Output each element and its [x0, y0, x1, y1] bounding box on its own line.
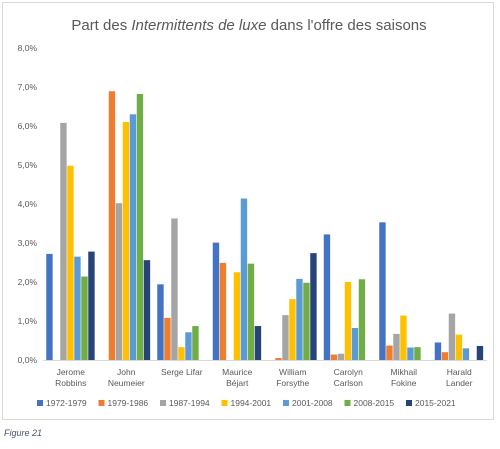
y-tick-label: 3,0% [18, 238, 38, 248]
bar [303, 282, 310, 360]
bar [157, 284, 164, 360]
bar [379, 222, 386, 360]
bar [400, 315, 407, 360]
legend-swatch [98, 400, 105, 406]
bar [81, 276, 88, 360]
chart-title-part-1: Part des [71, 17, 131, 34]
bar [323, 234, 331, 360]
bar [129, 114, 137, 360]
bar [212, 242, 220, 360]
chart-title-part-3: dans l'offre des saisons [266, 17, 426, 34]
bar [407, 347, 414, 360]
bars [46, 91, 484, 361]
legend-label: 2001-2008 [292, 398, 333, 408]
y-tick-label: 5,0% [18, 160, 38, 170]
x-category-label: John Neumeier [108, 367, 145, 388]
bar [171, 218, 178, 360]
bar [233, 272, 241, 360]
y-tick-label: 7,0% [18, 82, 38, 92]
x-category-label: Carolyn Carlson [334, 367, 364, 388]
x-category-label: William Forsythe [276, 367, 309, 388]
bar [164, 317, 171, 360]
y-tick-label: 1,0% [18, 316, 38, 326]
y-axis: 0,0% 1,0% 2,0% 3,0% 4,0% 5,0% 6,0% 7,0% 8,0% [18, 43, 38, 365]
bar [178, 347, 185, 360]
bar [115, 203, 123, 360]
chart-title: Part des Intermittents de luxe dans l'of… [71, 17, 426, 34]
bar [393, 333, 400, 360]
bar [74, 256, 81, 360]
x-category-label: Serge Lifar [161, 367, 203, 377]
bar [296, 278, 303, 360]
bar [337, 353, 345, 360]
bar [67, 165, 74, 360]
legend-label: 1994-2001 [231, 398, 272, 408]
bar [289, 299, 296, 360]
y-tick-label: 2,0% [18, 277, 38, 287]
bar [60, 122, 67, 360]
bar [344, 282, 352, 360]
x-category-label: Mikhail Fokine [391, 367, 418, 388]
chart-frame: Part des Intermittents de luxe dans l'of… [2, 2, 494, 420]
legend-label: 2008-2015 [354, 398, 395, 408]
bar [192, 326, 199, 360]
bar [310, 253, 317, 360]
bar [247, 263, 255, 360]
bar [88, 251, 95, 360]
bar [136, 94, 144, 361]
bar [476, 345, 484, 360]
legend-swatch [283, 400, 289, 406]
bar [282, 315, 289, 360]
bar [414, 347, 421, 360]
bar [351, 328, 359, 360]
bar [330, 354, 338, 360]
x-category-label: Maurice Béjart [222, 367, 253, 388]
bar [254, 326, 262, 360]
bar [122, 122, 130, 360]
legend-label: 1979-1986 [108, 398, 149, 408]
bar [143, 260, 151, 360]
figure-caption: Figure 21 [4, 428, 43, 438]
bar [358, 279, 366, 360]
y-tick-label: 4,0% [18, 199, 38, 209]
bar [441, 352, 449, 360]
legend: 1972-1979 1979-1986 1987-1994 1994-2001 2001… [37, 398, 456, 408]
legend-swatch [221, 400, 228, 406]
bar [240, 198, 248, 360]
legend-swatch [406, 400, 412, 406]
legend-swatch [344, 400, 351, 406]
bar [386, 345, 393, 360]
x-axis: Jerome Robbins John Neumeier Serge Lifar Maur… [43, 360, 487, 388]
legend-label: 1972-1979 [46, 398, 87, 408]
bar [46, 253, 53, 360]
y-tick-label: 0,0% [18, 355, 38, 365]
x-category-label: Jerome Robbins [55, 367, 86, 388]
bar [434, 342, 442, 360]
legend-swatch [37, 400, 43, 406]
legend-label: 2015-2021 [415, 398, 456, 408]
legend-label: 1987-1994 [169, 398, 210, 408]
bar [462, 348, 470, 360]
bar [108, 91, 116, 360]
bar [455, 334, 463, 360]
legend-swatch [160, 400, 166, 406]
bar [448, 313, 456, 360]
y-tick-label: 8,0% [18, 43, 38, 53]
bar [275, 358, 282, 360]
bar-chart: Part des Intermittents de luxe dans l'of… [18, 17, 487, 408]
x-category-label: Harald Lander [446, 367, 473, 388]
y-tick-label: 6,0% [18, 121, 38, 131]
chart-title-part-2-italic: Intermittents de luxe [131, 17, 266, 34]
bar [185, 332, 192, 360]
bar [219, 262, 227, 360]
